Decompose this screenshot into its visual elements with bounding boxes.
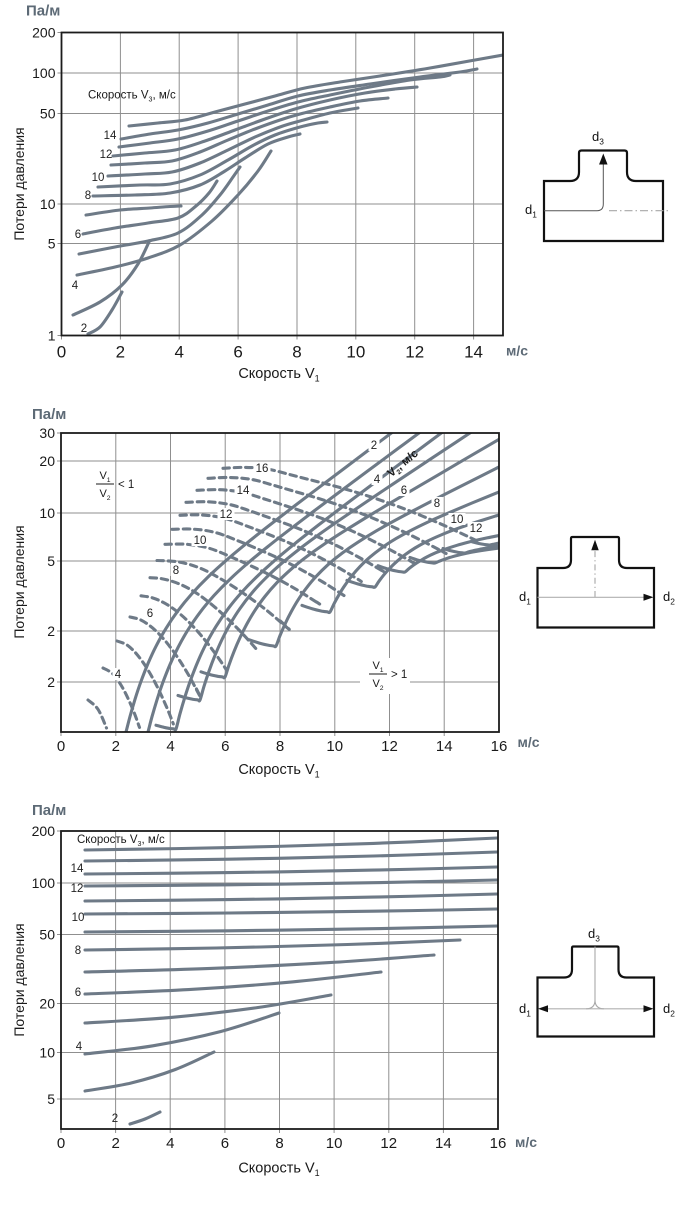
svg-text:10: 10 [346,343,365,362]
svg-text:2: 2 [81,323,87,335]
svg-text:10: 10 [194,535,207,547]
svg-text:10: 10 [326,1135,343,1152]
svg-text:Потери давления: Потери давления [11,525,27,638]
svg-text:V1: V1 [372,660,383,674]
svg-text:Па/м: Па/м [32,802,66,819]
svg-text:2: 2 [112,1113,118,1125]
svg-text:14: 14 [104,130,117,142]
svg-text:Скорость V1: Скорость V1 [238,762,319,780]
svg-text:14: 14 [435,1135,452,1152]
svg-text:4: 4 [166,738,174,755]
svg-text:14: 14 [464,343,483,362]
svg-text:10: 10 [39,505,55,521]
svg-text:Скорость V3, м/с: Скорость V3, м/с [77,834,165,848]
svg-text:Потери давления: Потери давления [11,127,27,240]
svg-text:2: 2 [47,674,55,690]
svg-text:Скорость V3, м/с: Скорость V3, м/с [88,90,176,104]
svg-text:12: 12 [71,883,84,895]
svg-text:4: 4 [166,1135,174,1152]
svg-text:200: 200 [32,25,56,41]
svg-text:4: 4 [115,669,122,681]
svg-text:4: 4 [174,343,183,362]
svg-text:Скорость V1: Скорость V1 [238,366,319,384]
svg-text:> 1: > 1 [391,669,407,681]
svg-text:6: 6 [75,229,81,241]
svg-text:14: 14 [436,738,453,755]
svg-text:12: 12 [220,509,233,521]
svg-text:6: 6 [221,738,229,755]
svg-text:6: 6 [233,343,242,362]
svg-text:10: 10 [326,738,343,755]
svg-text:2: 2 [112,738,120,755]
svg-text:V2: V2 [99,488,110,502]
svg-text:6: 6 [401,485,407,497]
svg-text:4: 4 [76,1041,83,1053]
svg-text:12: 12 [381,738,398,755]
svg-text:5: 5 [47,553,55,569]
svg-text:8: 8 [173,565,179,577]
svg-text:20: 20 [39,996,55,1012]
svg-text:10: 10 [451,514,464,526]
svg-text:8: 8 [276,738,284,755]
svg-text:< 1: < 1 [118,479,134,491]
svg-text:8: 8 [75,945,81,957]
svg-text:16: 16 [256,463,269,475]
svg-text:16: 16 [491,738,508,755]
svg-text:5: 5 [48,236,56,252]
svg-text:Па/м: Па/м [32,406,66,423]
svg-text:10: 10 [40,196,56,212]
svg-text:Потери давления: Потери давления [11,923,27,1036]
svg-text:6: 6 [221,1135,229,1152]
svg-text:Скорость V1: Скорость V1 [238,1161,319,1179]
svg-text:0: 0 [57,1135,65,1152]
svg-text:14: 14 [237,485,250,497]
svg-text:100: 100 [32,875,56,891]
svg-text:2: 2 [116,343,125,362]
svg-text:8: 8 [292,343,301,362]
svg-text:10: 10 [92,172,105,184]
svg-text:4: 4 [374,474,381,486]
svg-text:30: 30 [39,425,55,441]
svg-text:2: 2 [371,440,377,452]
svg-text:Па/м: Па/м [26,3,60,20]
svg-text:4: 4 [72,280,79,292]
svg-text:12: 12 [405,343,424,362]
svg-text:50: 50 [39,927,55,943]
svg-text:16: 16 [490,1135,507,1152]
svg-text:14: 14 [71,863,84,875]
svg-text:20: 20 [39,453,55,469]
svg-text:10: 10 [39,1045,55,1061]
svg-text:м/с: м/с [517,734,539,750]
svg-text:6: 6 [147,608,153,620]
svg-text:8: 8 [434,498,440,510]
svg-text:8: 8 [85,190,91,202]
svg-text:5: 5 [47,1091,55,1107]
svg-text:50: 50 [40,106,56,122]
svg-text:0: 0 [57,738,65,755]
svg-text:V1: V1 [99,470,110,484]
svg-text:0: 0 [57,343,66,362]
svg-text:100: 100 [32,65,56,81]
svg-text:2: 2 [47,623,55,639]
svg-text:1: 1 [48,328,56,344]
svg-text:V2: V2 [372,678,383,692]
svg-text:200: 200 [32,823,56,839]
svg-text:2: 2 [111,1135,119,1152]
svg-text:12: 12 [100,149,113,161]
svg-text:12: 12 [380,1135,397,1152]
svg-text:м/с: м/с [515,1134,537,1150]
svg-text:6: 6 [75,987,81,999]
svg-text:8: 8 [275,1135,283,1152]
svg-text:м/с: м/с [506,343,528,359]
svg-text:12: 12 [470,523,483,535]
svg-text:10: 10 [72,912,85,924]
